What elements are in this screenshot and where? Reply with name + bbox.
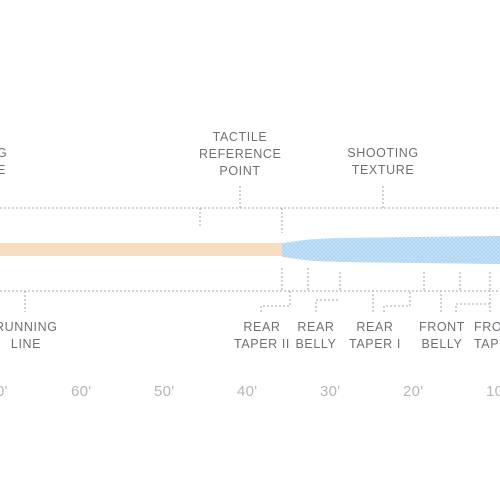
scale-tick-20: 20' [403,383,424,400]
front-belly-label: FRONT BELLY [418,320,466,351]
tactile-reference-point-label: TACTILE REFERENCE POINT [199,130,282,178]
cut-left-label: G E [0,146,8,177]
top-bracket [0,186,500,233]
scale-tick-60: 60' [71,383,92,400]
rear-taper-i-label: REAR TAPER I [349,320,401,351]
scale-tick-0: 0' [0,383,8,400]
scale-tick-30: 30' [320,383,341,400]
rear-belly-label: REAR BELLY [295,320,337,351]
running-line-label: RUNNING LINE [0,320,58,351]
scale-tick-10: 10 [486,383,500,400]
shooting-texture-pattern [282,236,500,264]
front-taper-label: FRO TAPE [474,320,500,351]
running-line [0,243,284,256]
rear-taper-ii-label: REAR TAPER II [234,320,290,351]
scale-tick-50: 50' [154,383,175,400]
scale-tick-40: 40' [237,383,258,400]
shooting-texture-label: SHOOTING TEXTURE [347,146,419,177]
bottom-bracket [0,268,500,312]
